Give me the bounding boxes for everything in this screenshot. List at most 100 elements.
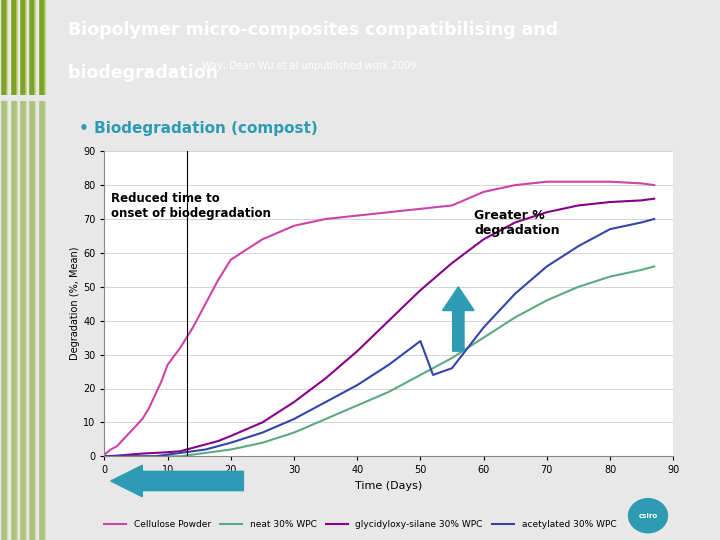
acetylated 30% WPC (428, 372, 437, 378)
acetylated 30% WPC (289, 416, 298, 422)
Line: glycidyloxy-silane 30% WPC: glycidyloxy-silane 30% WPC (104, 199, 654, 456)
Cellulose Powder (107, 446, 115, 453)
glycidyloxy-silane 30% WPC (511, 219, 520, 226)
Cellulose Powder (100, 451, 109, 458)
neat 30% WPC (113, 453, 122, 460)
acetylated 30% WPC (353, 382, 361, 388)
glycidyloxy-silane 30% WPC (574, 202, 582, 208)
Cellulose Powder (189, 324, 197, 330)
Text: Way, Dean Wu et al unpublished work 2009: Way, Dean Wu et al unpublished work 2009 (202, 62, 415, 71)
acetylated 30% WPC (138, 453, 147, 460)
neat 30% WPC (542, 297, 551, 303)
Text: Reduced time to
onset of biodegradation: Reduced time to onset of biodegradation (111, 192, 271, 220)
Cellulose Powder (227, 256, 235, 263)
glycidyloxy-silane 30% WPC (163, 449, 172, 455)
glycidyloxy-silane 30% WPC (100, 453, 109, 460)
acetylated 30% WPC (258, 429, 266, 436)
glycidyloxy-silane 30% WPC (113, 453, 122, 459)
neat 30% WPC (637, 267, 646, 273)
neat 30% WPC (448, 355, 456, 361)
Circle shape (629, 499, 667, 532)
acetylated 30% WPC (125, 453, 134, 460)
glycidyloxy-silane 30% WPC (321, 375, 330, 382)
neat 30% WPC (189, 451, 197, 458)
glycidyloxy-silane 30% WPC (416, 287, 425, 293)
X-axis label: Time (Days): Time (Days) (355, 481, 423, 491)
acetylated 30% WPC (201, 446, 210, 453)
neat 30% WPC (606, 273, 614, 280)
acetylated 30% WPC (150, 453, 159, 460)
Cellulose Powder (637, 180, 646, 187)
acetylated 30% WPC (416, 338, 425, 345)
acetylated 30% WPC (214, 443, 222, 449)
FancyArrow shape (111, 465, 243, 497)
neat 30% WPC (150, 453, 159, 460)
Cellulose Powder (113, 443, 122, 449)
neat 30% WPC (353, 402, 361, 409)
glycidyloxy-silane 30% WPC (227, 433, 235, 439)
acetylated 30% WPC (113, 453, 122, 460)
acetylated 30% WPC (480, 324, 488, 330)
Cellulose Powder (289, 222, 298, 229)
glycidyloxy-silane 30% WPC (125, 451, 134, 458)
Cellulose Powder (511, 182, 520, 188)
neat 30% WPC (480, 334, 488, 341)
acetylated 30% WPC (606, 226, 614, 232)
Text: Greater %
degradation: Greater % degradation (474, 209, 559, 237)
acetylated 30% WPC (176, 450, 184, 456)
neat 30% WPC (650, 263, 659, 269)
neat 30% WPC (511, 314, 520, 321)
FancyArrow shape (443, 287, 474, 351)
neat 30% WPC (125, 453, 134, 460)
Cellulose Powder (214, 277, 222, 284)
Cellulose Powder (176, 345, 184, 351)
Cellulose Powder (144, 406, 153, 412)
neat 30% WPC (201, 450, 210, 456)
glycidyloxy-silane 30% WPC (176, 448, 184, 455)
neat 30% WPC (258, 440, 266, 446)
Cellulose Powder (542, 178, 551, 185)
glycidyloxy-silane 30% WPC (384, 318, 393, 324)
Cellulose Powder (321, 216, 330, 222)
acetylated 30% WPC (321, 399, 330, 406)
neat 30% WPC (176, 453, 184, 460)
Cellulose Powder (606, 178, 614, 185)
Cellulose Powder (574, 178, 582, 185)
Y-axis label: Degradation (%, Mean): Degradation (%, Mean) (71, 247, 80, 361)
glycidyloxy-silane 30% WPC (258, 419, 266, 426)
acetylated 30% WPC (163, 451, 172, 458)
Text: • Biodegradation (compost): • Biodegradation (compost) (79, 121, 318, 136)
acetylated 30% WPC (189, 448, 197, 455)
Cellulose Powder (448, 202, 456, 208)
acetylated 30% WPC (650, 216, 659, 222)
neat 30% WPC (214, 448, 222, 455)
glycidyloxy-silane 30% WPC (189, 444, 197, 451)
Cellulose Powder (353, 212, 361, 219)
Text: biodegradation: biodegradation (68, 64, 225, 82)
acetylated 30% WPC (100, 453, 109, 460)
Cellulose Powder (384, 209, 393, 215)
Cellulose Powder (258, 236, 266, 242)
acetylated 30% WPC (574, 243, 582, 249)
neat 30% WPC (100, 453, 109, 460)
Line: Cellulose Powder: Cellulose Powder (104, 181, 654, 455)
Cellulose Powder (201, 300, 210, 307)
neat 30% WPC (289, 429, 298, 436)
glycidyloxy-silane 30% WPC (480, 236, 488, 242)
Cellulose Powder (138, 416, 147, 422)
glycidyloxy-silane 30% WPC (542, 209, 551, 215)
acetylated 30% WPC (511, 291, 520, 297)
acetylated 30% WPC (384, 362, 393, 368)
Cellulose Powder (125, 429, 134, 436)
Cellulose Powder (132, 422, 140, 429)
acetylated 30% WPC (448, 365, 456, 372)
Cellulose Powder (119, 436, 127, 443)
neat 30% WPC (138, 453, 147, 460)
glycidyloxy-silane 30% WPC (448, 260, 456, 266)
glycidyloxy-silane 30% WPC (201, 441, 210, 448)
glycidyloxy-silane 30% WPC (650, 195, 659, 202)
acetylated 30% WPC (637, 219, 646, 226)
neat 30% WPC (574, 284, 582, 290)
glycidyloxy-silane 30% WPC (637, 197, 646, 204)
Cellulose Powder (157, 379, 166, 385)
